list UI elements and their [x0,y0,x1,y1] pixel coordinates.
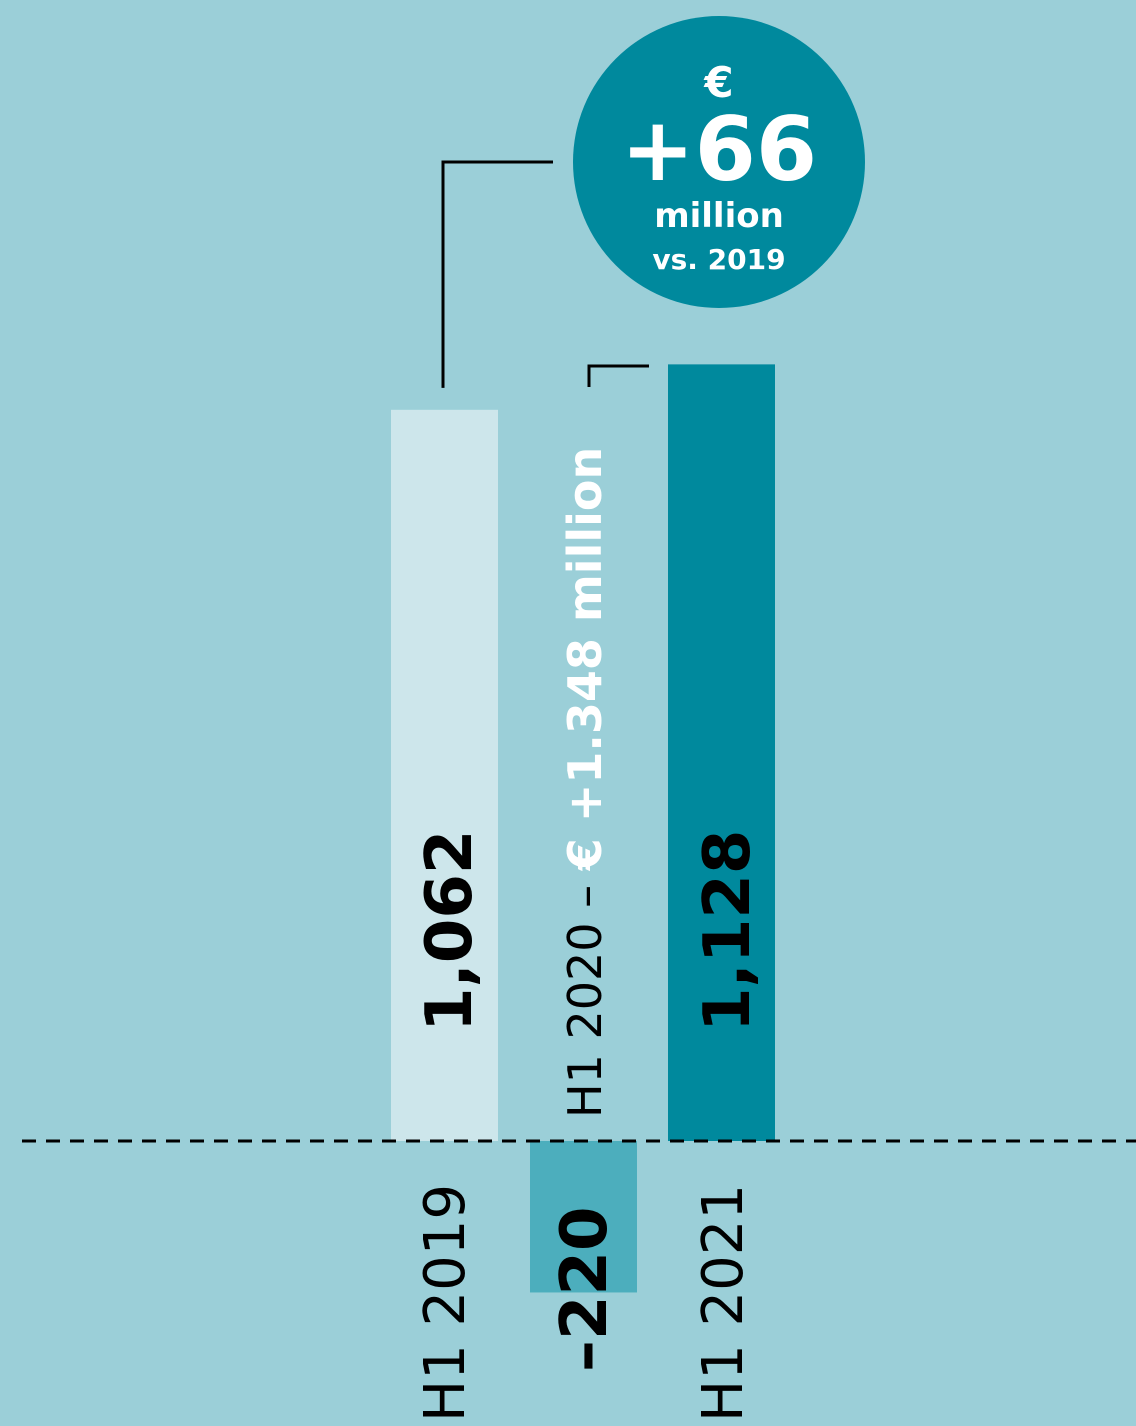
h1-2020-annotation-prefix: H1 2020 – [558,884,612,1118]
value-label-h1-2021: 1,128 [691,829,765,1032]
category-label-h1-2021: H1 2021 [691,1183,756,1422]
comparison-bracket-2020-2021 [587,364,649,387]
bar-h1-2021 [668,364,775,1141]
badge-value: +66 [620,98,818,201]
value-label-h1-2019: 1,062 [413,829,487,1032]
category-label-h1-2019: H1 2019 [413,1183,478,1422]
h1-2020-annotation-change: € +1.348 million [558,446,612,871]
badge-comparison: vs. 2019 [652,243,786,276]
value-label-h1-2020: –220 [548,1206,622,1372]
badge-unit: million [654,196,784,236]
badge-currency: € [704,58,734,107]
comparison-bracket-2019-2021 [441,160,553,388]
bar-h1-2019 [391,409,498,1141]
bars-layer [391,364,775,1293]
h1-2020-change-annotation: H1 2020 – € +1.348 million [558,447,612,1118]
change-vs-2019-badge: € +66 million vs. 2019 [573,16,865,308]
bar-h1-2020 [530,1141,637,1293]
